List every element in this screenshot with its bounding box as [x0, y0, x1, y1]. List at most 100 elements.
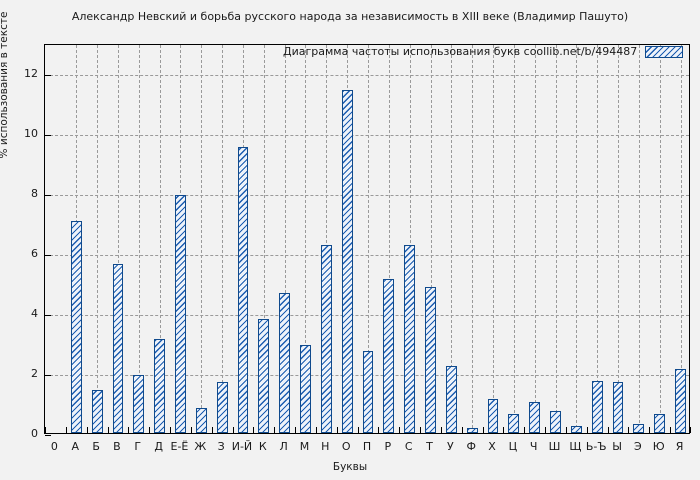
x-axis-tick — [253, 427, 255, 433]
x-axis-tick — [524, 427, 526, 433]
x-axis-tick — [170, 427, 172, 433]
x-axis-tick — [315, 427, 317, 433]
x-axis-tick — [565, 427, 567, 433]
x-axis-tick-label: Б — [92, 440, 100, 453]
bar — [612, 382, 624, 433]
y-axis-label: % использования в тексте — [0, 11, 10, 159]
y-gridline — [45, 255, 689, 256]
x-axis-tick-label: Р — [384, 440, 392, 453]
x-axis-tick — [586, 427, 588, 433]
x-axis-tick — [86, 427, 88, 433]
x-axis-tick-label: Ф — [466, 440, 476, 453]
x-gridline — [222, 45, 224, 433]
y-gridline — [45, 315, 689, 316]
y-axis-tick — [45, 435, 51, 436]
x-axis-tick — [107, 427, 109, 433]
bar — [550, 411, 561, 433]
bar — [175, 195, 186, 433]
x-gridline — [597, 45, 599, 433]
y-axis-tick — [45, 375, 51, 376]
bar — [445, 366, 457, 433]
x-axis-tick — [274, 427, 276, 433]
x-axis-tick-label: Ц — [508, 440, 518, 453]
x-gridline — [263, 45, 265, 433]
x-axis-tick-label: З — [217, 440, 225, 453]
x-axis-tick — [461, 427, 463, 433]
x-axis-tick-label: С — [404, 440, 413, 453]
x-axis-tick-label: Т — [426, 440, 433, 453]
x-axis-tick-label: О — [341, 440, 351, 453]
y-axis-tick — [45, 75, 51, 76]
bar — [404, 244, 416, 433]
bar — [466, 427, 478, 433]
x-axis-tick — [128, 427, 130, 433]
x-gridline — [493, 45, 495, 433]
x-axis-tick — [628, 427, 630, 433]
bar — [237, 147, 249, 433]
x-gridline — [555, 45, 557, 433]
y-gridline — [45, 75, 689, 76]
x-axis-tick-label: Ы — [612, 440, 622, 453]
y-axis-tick-label: 6 — [31, 247, 38, 260]
x-gridline — [159, 45, 161, 433]
bar — [487, 398, 499, 433]
x-axis-tick-label: Я — [675, 440, 684, 453]
x-gridline — [659, 45, 661, 433]
x-axis-tick-label: Х — [488, 440, 496, 453]
page-title: Александр Невский и борьба русского наро… — [71, 10, 629, 23]
x-axis-tick — [670, 427, 672, 433]
y-axis-tick-label: 0 — [31, 427, 38, 440]
x-gridline — [576, 45, 578, 433]
x-gridline — [305, 45, 307, 433]
y-axis-tick — [45, 255, 51, 256]
x-axis-tick-label: Ш — [548, 440, 561, 453]
x-axis-tick — [295, 427, 297, 433]
x-gridline — [534, 45, 536, 433]
x-axis-tick — [357, 427, 359, 433]
bar — [591, 380, 603, 433]
bar — [654, 414, 666, 433]
x-axis-tick — [211, 427, 213, 433]
x-axis-tick — [378, 427, 380, 433]
x-axis-tick — [545, 427, 547, 433]
x-axis-tick-label: У — [446, 440, 454, 453]
x-axis-tick-label: Е-Ё — [170, 440, 189, 453]
x-gridline — [138, 45, 140, 433]
x-axis-tick-label: М — [299, 440, 310, 453]
x-axis-tick — [482, 427, 484, 433]
x-gridline — [117, 45, 119, 433]
bar — [529, 401, 541, 433]
bar — [633, 424, 645, 433]
x-gridline — [326, 45, 328, 433]
x-gridline — [201, 45, 203, 433]
x-axis-tick — [232, 427, 234, 433]
legend: Диаграмма частоты использования букв coo… — [283, 45, 684, 58]
y-axis-tick-label: 4 — [31, 307, 38, 320]
x-axis-tick-label: Щ — [569, 440, 582, 453]
x-axis-tick-label: Ж — [194, 440, 207, 453]
bar — [133, 374, 145, 433]
x-axis-tick — [336, 427, 338, 433]
x-gridline — [388, 45, 390, 433]
x-axis-tick-label: Ч — [529, 440, 538, 453]
x-axis-tick — [607, 427, 609, 433]
x-gridline — [451, 45, 453, 433]
x-gridline — [680, 45, 682, 433]
x-gridline — [97, 45, 99, 433]
y-axis-tick-label: 10 — [24, 127, 38, 140]
bar — [508, 414, 520, 433]
x-axis-tick — [149, 427, 151, 433]
bar — [216, 381, 228, 433]
x-axis-tick — [440, 427, 442, 433]
x-gridline — [513, 45, 515, 433]
x-axis-tick — [690, 427, 691, 433]
bar — [300, 345, 311, 433]
x-axis-tick — [503, 427, 505, 433]
bar — [341, 89, 353, 433]
x-axis-tick-label: Ю — [652, 440, 665, 453]
x-axis-tick — [65, 427, 67, 433]
x-axis-tick-label: В — [113, 440, 121, 453]
bar — [91, 389, 103, 433]
x-gridline — [368, 45, 369, 433]
